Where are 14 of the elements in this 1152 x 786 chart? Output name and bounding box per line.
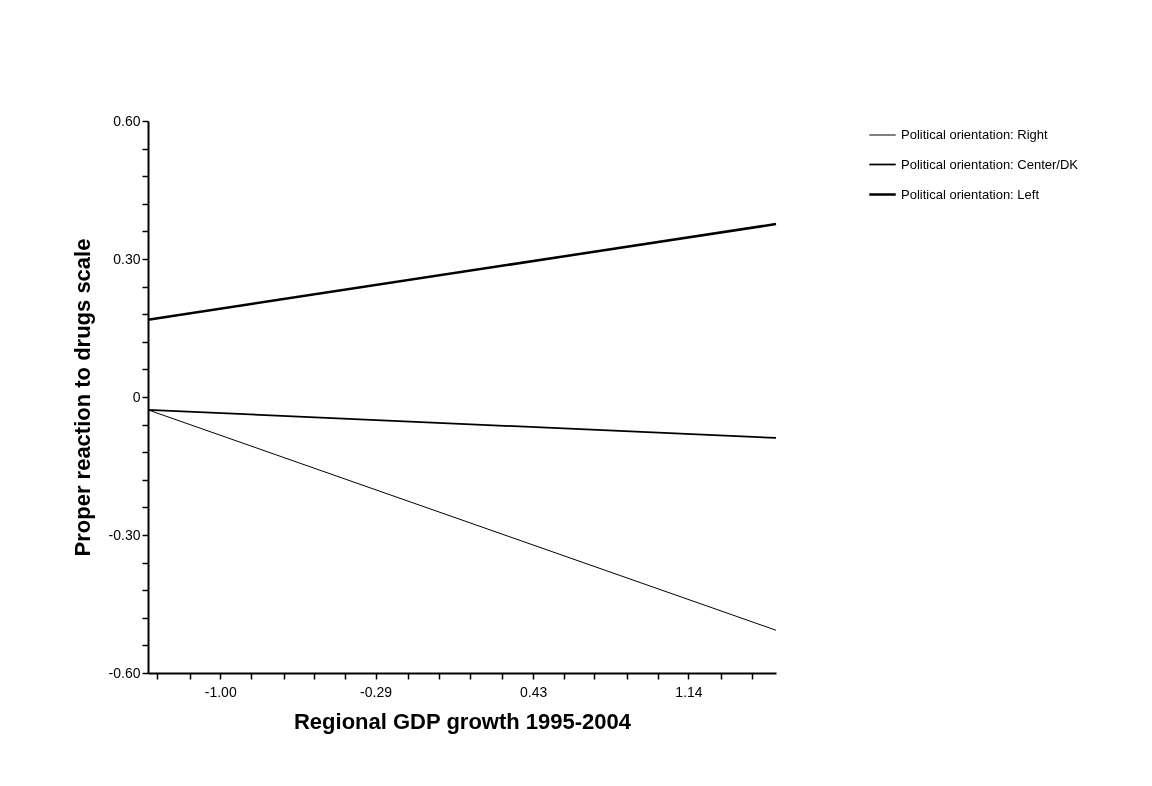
legend-label: Political orientation: Left [901, 186, 1040, 202]
legend-label: Political orientation: Center/DK [901, 156, 1079, 172]
x-tick-label: 0.43 [519, 683, 548, 700]
y-tick-label: 0.60 [113, 112, 141, 129]
x-tick-label: -0.29 [360, 683, 393, 700]
y-tick-label: -0.60 [108, 664, 141, 681]
x-axis-title: Regional GDP growth 1995-2004 [293, 708, 632, 734]
y-axis-title: Proper reaction to drugs scale [69, 238, 95, 557]
y-tick-label: -0.30 [108, 526, 141, 543]
x-tick-label: -1.00 [204, 683, 237, 700]
y-tick-label: 0.30 [113, 250, 141, 267]
x-tick-label: 1.14 [675, 683, 703, 700]
legend-label: Political orientation: Right [901, 127, 1049, 142]
y-tick-label: 0 [132, 388, 141, 405]
